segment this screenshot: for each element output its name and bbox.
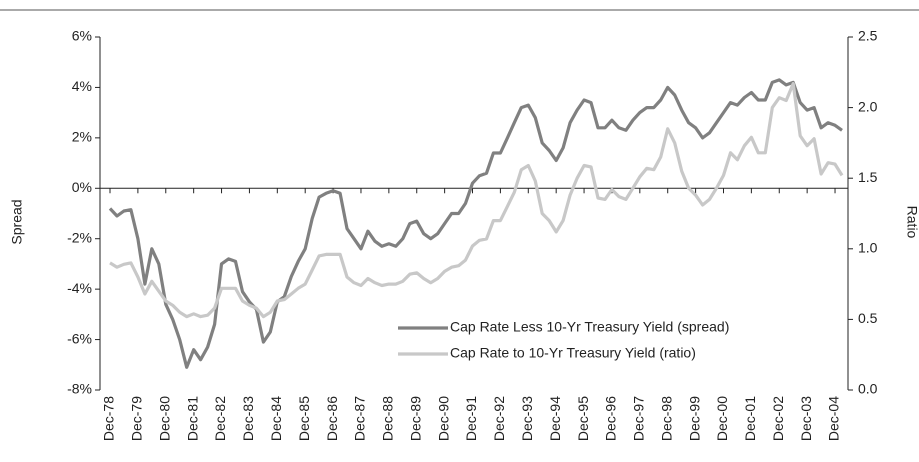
series-line — [108, 78, 843, 369]
y-tick-label: 0% — [72, 179, 92, 195]
x-tick-label: Dec-93 — [519, 396, 535, 441]
x-tick-label: Dec-98 — [658, 396, 674, 441]
y-tick-label: -4% — [67, 280, 92, 296]
x-tick-label: Dec-97 — [631, 396, 647, 441]
y-tick-label: 2% — [72, 129, 92, 145]
x-tick-label: Dec-79 — [129, 396, 145, 441]
y-tick-label: -6% — [67, 330, 92, 346]
x-tick-label: Dec-78 — [101, 396, 117, 441]
x-tick-label: Dec-02 — [770, 396, 786, 441]
x-tick-label: Dec-95 — [575, 396, 591, 441]
y2-tick-label: 0.5 — [858, 310, 878, 326]
y2-tick-label: 0.0 — [858, 381, 878, 397]
x-tick-label: Dec-91 — [463, 396, 479, 441]
y2-tick-label: 1.5 — [858, 169, 878, 185]
x-tick-label: Dec-96 — [603, 396, 619, 441]
x-tick-label: Dec-92 — [491, 396, 507, 441]
y2-tick-label: 1.0 — [858, 240, 878, 256]
y2-tick-label: 2.5 — [858, 28, 878, 44]
y-tick-label: -8% — [67, 381, 92, 397]
series-line — [109, 82, 844, 319]
x-tick-label: Dec-99 — [686, 396, 702, 441]
x-tick-label: Dec-88 — [380, 396, 396, 441]
x-tick-label: Dec-94 — [547, 396, 563, 441]
x-tick-label: Dec-82 — [212, 396, 228, 441]
x-tick-label: Dec-80 — [156, 396, 172, 441]
x-tick-label: Dec-90 — [435, 396, 451, 441]
x-tick-label: Dec-84 — [268, 396, 284, 441]
x-tick-label: Dec-86 — [324, 396, 340, 441]
y-tick-label: 6% — [72, 28, 92, 44]
x-tick-label: Dec-89 — [407, 396, 423, 441]
x-tick-label: Dec-83 — [240, 396, 256, 441]
legend-label: Cap Rate Less 10-Yr Treasury Yield (spre… — [450, 319, 729, 335]
x-tick-label: Dec-87 — [352, 396, 368, 441]
y2-tick-label: 2.0 — [858, 98, 878, 114]
x-tick-label: Dec-01 — [742, 396, 758, 441]
x-tick-label: Dec-04 — [826, 396, 842, 441]
y-tick-label: 4% — [72, 78, 92, 94]
legend-label: Cap Rate to 10-Yr Treasury Yield (ratio) — [450, 345, 696, 361]
x-tick-label: Dec-85 — [296, 396, 312, 441]
y-axis-label: Spread — [9, 199, 25, 244]
y-tick-label: -2% — [67, 229, 92, 245]
x-tick-label: Dec-81 — [184, 396, 200, 441]
x-tick-label: Dec-03 — [798, 396, 814, 441]
y2-axis-label: Ratio — [904, 206, 919, 239]
x-tick-label: Dec-00 — [714, 396, 730, 441]
